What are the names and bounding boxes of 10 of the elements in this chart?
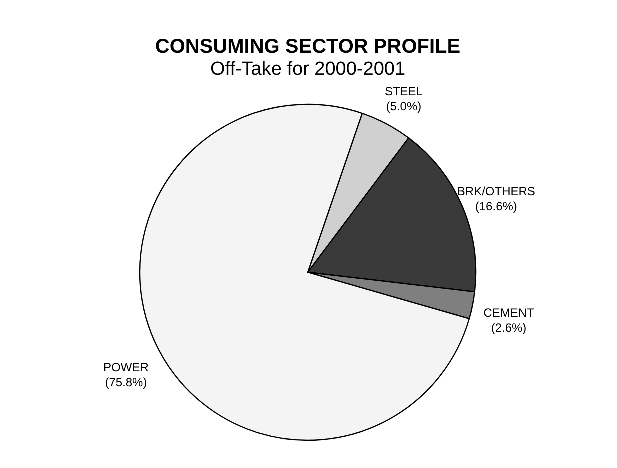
data-label: (5.0%) xyxy=(386,99,422,114)
data-label: (16.6%) xyxy=(475,200,518,214)
data-label: (2.6%) xyxy=(491,320,527,335)
slice-label: BRK/OTHERS xyxy=(457,184,536,199)
slice-label: POWER xyxy=(104,360,150,374)
slice-label: CEMENT xyxy=(484,306,535,320)
chart-title: CONSUMING SECTOR PROFILE xyxy=(155,36,461,58)
slice-label: STEEL xyxy=(384,84,424,98)
chart-subtitle: Off-Take for 2000-2001 xyxy=(210,59,406,80)
data-label: (75.8%) xyxy=(105,375,148,390)
